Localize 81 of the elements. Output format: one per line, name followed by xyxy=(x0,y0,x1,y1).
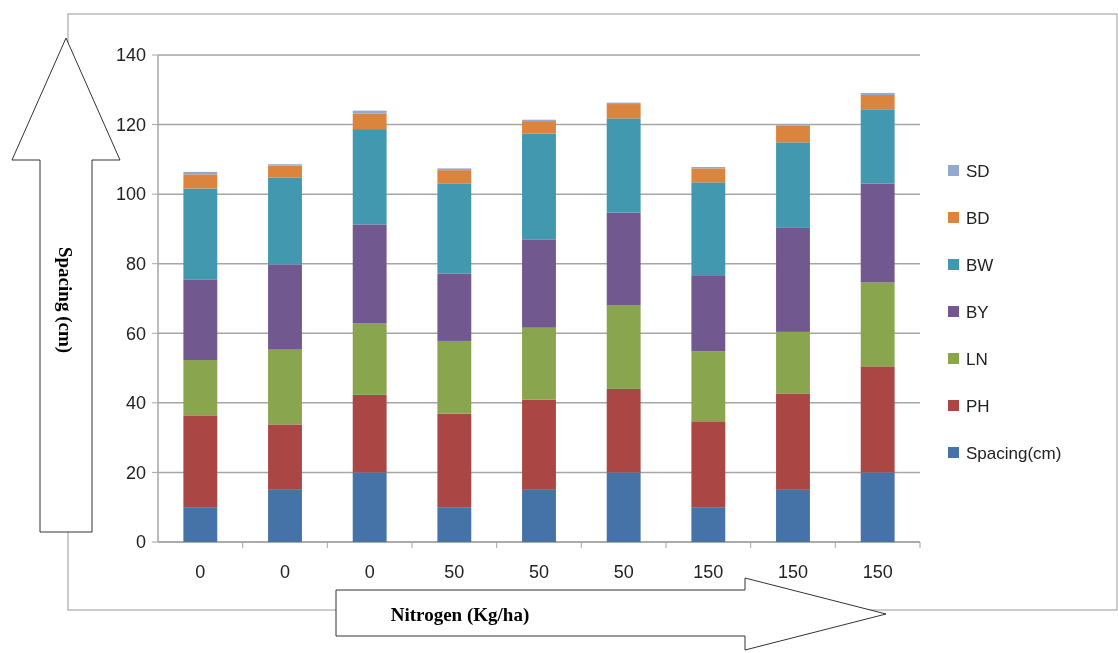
y-tick-label: 20 xyxy=(125,462,146,483)
bar xyxy=(606,118,641,213)
bar xyxy=(691,275,726,352)
bar xyxy=(691,421,726,508)
bar xyxy=(776,393,810,490)
legend-label: LN xyxy=(966,349,988,369)
y-tick-label: 140 xyxy=(115,45,146,66)
x-axis-title: Nitrogen (Kg/ha) xyxy=(390,603,530,626)
x-tick-label: 0 xyxy=(195,562,206,582)
bar xyxy=(437,183,472,274)
y-tick-label: 120 xyxy=(115,114,146,135)
bar xyxy=(268,177,302,265)
bar xyxy=(860,366,895,473)
legend-label: BD xyxy=(966,208,990,228)
bar xyxy=(268,489,302,542)
bar xyxy=(268,165,302,178)
bar xyxy=(183,360,218,416)
bar xyxy=(522,489,556,542)
legend-label: BY xyxy=(966,302,989,322)
bar xyxy=(522,239,556,328)
bar xyxy=(691,168,726,183)
bar xyxy=(522,327,556,400)
x-tick-label: 0 xyxy=(279,562,291,582)
bar xyxy=(437,170,472,184)
bar xyxy=(352,472,387,542)
y-axis-title: Spacing (cm) xyxy=(54,246,77,354)
legend-label: Spacing(cm) xyxy=(966,443,1062,463)
x-tick-label: 50 xyxy=(528,562,550,582)
bar xyxy=(352,323,387,395)
y-tick-label: 40 xyxy=(125,393,146,414)
bar xyxy=(691,351,726,422)
legend-label: PH xyxy=(966,396,990,416)
bar xyxy=(776,331,810,394)
bar xyxy=(352,113,387,130)
bar xyxy=(860,472,895,542)
bar xyxy=(860,282,895,367)
bar xyxy=(183,188,218,280)
bar xyxy=(522,121,556,134)
bar xyxy=(776,489,810,542)
bar xyxy=(183,415,218,508)
x-tick-label: 150 xyxy=(693,562,724,582)
y-tick-label: 60 xyxy=(125,323,146,344)
legend-label: BW xyxy=(966,255,994,275)
bar xyxy=(522,399,556,490)
bar xyxy=(776,125,810,143)
bar xyxy=(606,104,641,119)
x-tick-label: 50 xyxy=(444,562,465,582)
x-tick-label: 0 xyxy=(364,562,375,582)
bar xyxy=(691,507,726,542)
bar xyxy=(691,182,726,276)
bar xyxy=(183,279,218,361)
bar xyxy=(776,227,810,332)
bar xyxy=(183,174,218,189)
y-tick-label: 80 xyxy=(125,254,146,275)
bar xyxy=(352,394,387,473)
bar xyxy=(352,224,387,324)
bar xyxy=(522,133,556,240)
bar xyxy=(860,109,895,184)
bar xyxy=(183,507,218,542)
bar xyxy=(437,340,472,414)
bar xyxy=(606,305,641,389)
bar xyxy=(860,183,895,283)
bar xyxy=(606,212,641,306)
bar xyxy=(860,92,895,95)
bar xyxy=(860,95,895,110)
y-tick-label: 100 xyxy=(115,184,146,205)
bar xyxy=(268,424,302,490)
y-tick-label: 0 xyxy=(135,532,146,553)
bar xyxy=(268,264,302,350)
x-tick-label: 50 xyxy=(613,562,634,582)
bar xyxy=(606,388,641,473)
bar xyxy=(606,472,641,542)
bar xyxy=(437,273,472,341)
x-tick-label: 150 xyxy=(862,562,893,582)
legend-label: SD xyxy=(966,161,990,181)
bar xyxy=(776,142,810,228)
bar xyxy=(437,507,472,542)
x-tick-label: 150 xyxy=(777,562,809,582)
bar xyxy=(352,129,387,225)
bar xyxy=(437,413,472,508)
bar xyxy=(268,349,302,425)
